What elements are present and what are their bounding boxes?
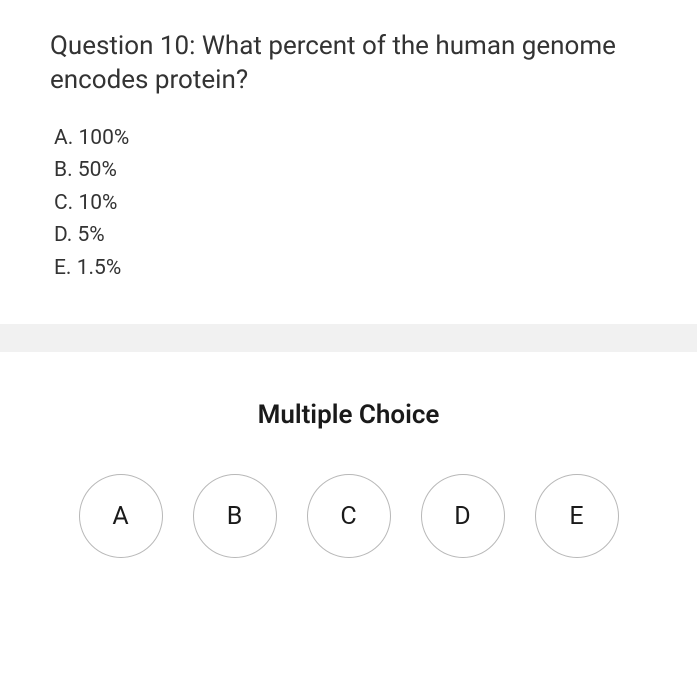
answer-value: 50%	[78, 158, 117, 182]
answer-label: E.	[54, 256, 71, 280]
question-text: Question 10: What percent of the human g…	[50, 30, 647, 98]
answer-list: A. 100% B. 50% C. 10% D. 5% E. 1.5%	[50, 122, 647, 285]
answer-item: B. 50%	[54, 154, 647, 187]
choice-section: Multiple Choice A B C D E	[0, 352, 697, 558]
answer-value: 1.5%	[77, 256, 122, 280]
answer-value: 100%	[78, 126, 129, 150]
answer-label: B.	[54, 158, 73, 182]
choice-button-a[interactable]: A	[79, 474, 163, 558]
answer-label: A.	[54, 126, 73, 150]
answer-value: 10%	[78, 191, 117, 215]
answer-value: 5%	[78, 223, 105, 247]
answer-label: D.	[54, 223, 72, 247]
choice-button-c[interactable]: C	[307, 474, 391, 558]
answer-item: A. 100%	[54, 122, 647, 155]
question-section: Question 10: What percent of the human g…	[0, 0, 697, 324]
answer-label: C.	[54, 191, 73, 215]
choice-button-d[interactable]: D	[421, 474, 505, 558]
section-divider	[0, 324, 697, 352]
choice-buttons-row: A B C D E	[30, 474, 667, 558]
answer-item: D. 5%	[54, 219, 647, 252]
choice-heading: Multiple Choice	[30, 400, 667, 430]
answer-item: E. 1.5%	[54, 252, 647, 285]
answer-item: C. 10%	[54, 187, 647, 220]
choice-button-e[interactable]: E	[535, 474, 619, 558]
choice-button-b[interactable]: B	[193, 474, 277, 558]
